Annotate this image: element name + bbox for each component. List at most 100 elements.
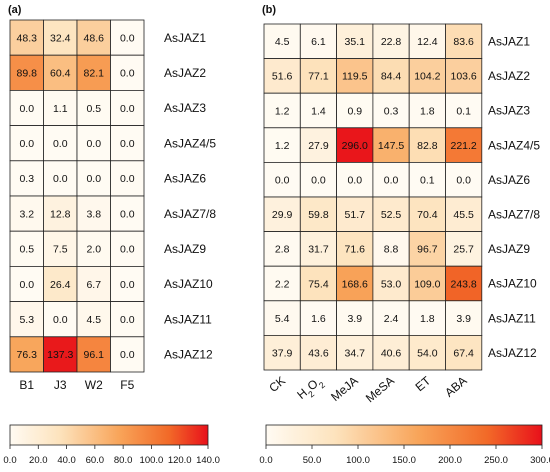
cell-value-label: 0.0 xyxy=(53,138,68,150)
cell-value-label: 48.6 xyxy=(84,32,105,44)
column-label: W2 xyxy=(85,378,103,392)
row-label: AsJAZ1 xyxy=(164,31,206,45)
cell-value-label: 0.0 xyxy=(53,314,68,326)
heatmap-cell xyxy=(336,58,374,94)
column-label: MeSA xyxy=(363,374,397,406)
colorbar-tick-label: 20.0 xyxy=(29,455,48,466)
cell-value-label: 104.2 xyxy=(414,71,440,83)
cell-value-label: 12.4 xyxy=(417,36,438,48)
cell-value-label: 0.3 xyxy=(384,105,399,117)
cell-value-label: 3.9 xyxy=(347,313,362,325)
cell-value-label: 4.5 xyxy=(86,314,101,326)
colorbar-tick-label: 140.0 xyxy=(196,455,220,466)
cell-value-label: 43.6 xyxy=(308,348,329,360)
cell-value-label: 109.0 xyxy=(414,278,440,290)
cell-value-label: 0.3 xyxy=(19,173,34,185)
colorbar-tick-label: 100.0 xyxy=(346,455,370,466)
colorbar xyxy=(9,424,209,446)
column-label: B1 xyxy=(19,378,34,392)
cell-value-label: 0.0 xyxy=(120,173,135,185)
column-label: MeJA xyxy=(328,374,361,404)
heatmap-cell xyxy=(299,161,337,198)
heatmap-cell xyxy=(408,92,446,129)
heatmap-cell xyxy=(336,92,374,129)
column-label: CK xyxy=(266,374,288,395)
cell-value-label: 0.0 xyxy=(275,175,290,187)
colorbar-tick-label: 100.0 xyxy=(140,455,164,466)
cell-value-label: 89.8 xyxy=(17,68,38,80)
cell-value-label: 76.3 xyxy=(17,349,38,361)
cell-value-label: 3.8 xyxy=(86,208,101,220)
colorbar-tick-label: 50.0 xyxy=(303,455,322,466)
cell-value-label: 32.4 xyxy=(50,32,71,44)
heatmap-cell xyxy=(263,127,301,163)
cell-value-label: 0.0 xyxy=(120,279,135,291)
cell-value-label: 12.8 xyxy=(50,208,71,220)
heatmap-cell xyxy=(372,334,410,371)
colorbar-tick-label: 300.0 xyxy=(530,455,550,466)
row-label: AsJAZ9 xyxy=(488,242,530,256)
cell-value-label: 45.5 xyxy=(453,209,474,221)
heatmap-cell xyxy=(336,300,374,336)
cell-value-label: 8.8 xyxy=(384,244,399,256)
cell-value-label: 221.2 xyxy=(451,140,477,152)
cell-value-label: 2.8 xyxy=(275,244,290,256)
cell-value-label: 84.4 xyxy=(381,71,402,83)
cell-value-label: 1.1 xyxy=(53,103,68,115)
cell-value-label: 0.9 xyxy=(347,105,362,117)
cell-value-label: 0.0 xyxy=(120,314,135,326)
cell-value-label: 71.6 xyxy=(345,244,366,256)
cell-value-label: 25.7 xyxy=(453,244,474,256)
cell-value-label: 22.8 xyxy=(381,36,402,48)
row-label: AsJAZ12 xyxy=(164,348,213,362)
cell-value-label: 0.0 xyxy=(311,175,326,187)
cell-value-label: 0.0 xyxy=(86,173,101,185)
cell-value-label: 2.0 xyxy=(86,244,101,256)
heatmap-cell xyxy=(408,265,446,302)
heatmap-cell xyxy=(9,265,44,302)
colorbar-tick-label: 80.0 xyxy=(114,455,133,466)
heatmap-cell xyxy=(408,231,446,267)
cell-value-label: 0.0 xyxy=(120,208,135,220)
cell-value-label: 75.4 xyxy=(308,278,329,290)
heatmap-cell xyxy=(299,196,337,232)
colorbar xyxy=(265,424,543,446)
heatmap-cell xyxy=(43,54,78,91)
heatmap-cell xyxy=(43,336,78,373)
cell-value-label: 2.2 xyxy=(275,278,290,290)
cell-value-label: 77.1 xyxy=(308,71,329,83)
row-label: AsJAZ1 xyxy=(488,35,530,49)
heatmap-cell xyxy=(110,19,145,56)
cell-value-label: 2.4 xyxy=(384,313,399,325)
cell-value-label: 35.1 xyxy=(345,36,366,48)
cell-value-label: 52.5 xyxy=(381,209,402,221)
cell-value-label: 0.0 xyxy=(120,349,135,361)
cell-value-label: 26.4 xyxy=(50,279,71,291)
column-label: ET xyxy=(413,373,434,394)
cell-value-label: 53.0 xyxy=(381,278,402,290)
row-label: AsJAZ6 xyxy=(164,172,206,186)
cell-value-label: 27.9 xyxy=(308,140,329,152)
row-label: AsJAZ3 xyxy=(488,104,530,118)
cell-value-label: 0.0 xyxy=(19,138,34,150)
heatmap-cell xyxy=(76,195,111,232)
heatmap-cell xyxy=(43,90,78,127)
cell-value-label: 6.7 xyxy=(86,279,101,291)
cell-value-label: 67.4 xyxy=(453,348,474,360)
heatmap-cell xyxy=(372,23,410,59)
heatmap-cell xyxy=(445,92,483,129)
cell-value-label: 243.8 xyxy=(451,278,477,290)
cell-value-label: 0.0 xyxy=(86,138,101,150)
heatmap-cell xyxy=(110,336,145,373)
cell-value-label: 103.6 xyxy=(451,71,477,83)
heatmap-cell xyxy=(372,265,410,302)
cell-value-label: 82.1 xyxy=(84,68,105,80)
row-label: AsJAZ3 xyxy=(164,101,206,115)
heatmap-cell xyxy=(110,230,145,267)
heatmap-cell xyxy=(263,58,301,94)
cell-value-label: 1.8 xyxy=(420,105,435,117)
cell-value-label: 3.2 xyxy=(19,208,34,220)
cell-value-label: 119.5 xyxy=(342,71,368,83)
